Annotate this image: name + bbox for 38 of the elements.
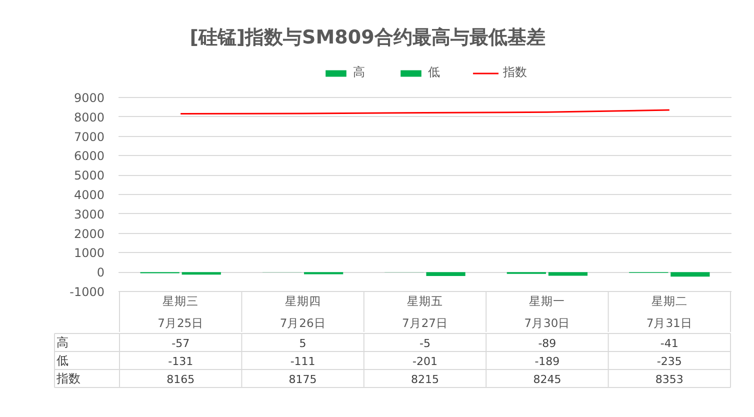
data-label: -189 xyxy=(534,355,560,368)
text: 指数 xyxy=(56,372,80,386)
y-tick-label: 8000 xyxy=(74,110,105,124)
data-label: -5 xyxy=(420,337,430,350)
data-label: 8165 xyxy=(166,373,195,386)
data-label: -57 xyxy=(172,337,190,350)
data-label: 8245 xyxy=(533,373,562,386)
y-tick-label: 5000 xyxy=(74,168,105,183)
data-label: -201 xyxy=(412,355,438,368)
legend-label: 高 xyxy=(353,64,366,81)
y-tick-label: 0 xyxy=(96,266,105,280)
data-label: 8353 xyxy=(655,373,684,386)
y-tick-label: 1000 xyxy=(74,246,105,260)
y-tick-label: 6000 xyxy=(74,149,105,164)
x-tick-label: 星期二 7月31日 xyxy=(646,294,692,330)
y-tick-label: 7000 xyxy=(74,130,105,144)
y-tick-label: -1000 xyxy=(70,285,105,299)
x-tick-label: 星期一 7月30日 xyxy=(524,294,570,330)
x-tick-label: 星期四 7月26日 xyxy=(280,294,326,330)
data-label: 8215 xyxy=(411,373,440,386)
chart-title: [硅锰]指数与SM809合约最高与最低基差 xyxy=(190,26,546,48)
data-label: -89 xyxy=(538,337,556,350)
y-tick-label: 2000 xyxy=(74,226,105,241)
data-label: -131 xyxy=(168,355,194,368)
text: 高 xyxy=(56,336,68,350)
legend-label: 指数 xyxy=(503,64,527,81)
text: 低 xyxy=(56,354,68,368)
y-tick-label: 9000 xyxy=(74,91,105,105)
y-tick-label: 4000 xyxy=(74,188,105,202)
x-tick-label: 星期五 7月27日 xyxy=(402,294,448,330)
data-label: -41 xyxy=(660,337,678,350)
data-label: 8175 xyxy=(288,373,317,386)
x-tick-label: 星期三 7月25日 xyxy=(158,294,204,330)
data-label: 5 xyxy=(299,337,306,350)
data-label: -235 xyxy=(656,355,682,368)
y-tick-label: 3000 xyxy=(74,207,105,222)
data-label: -111 xyxy=(290,355,316,368)
legend-label: 低 xyxy=(428,64,441,81)
